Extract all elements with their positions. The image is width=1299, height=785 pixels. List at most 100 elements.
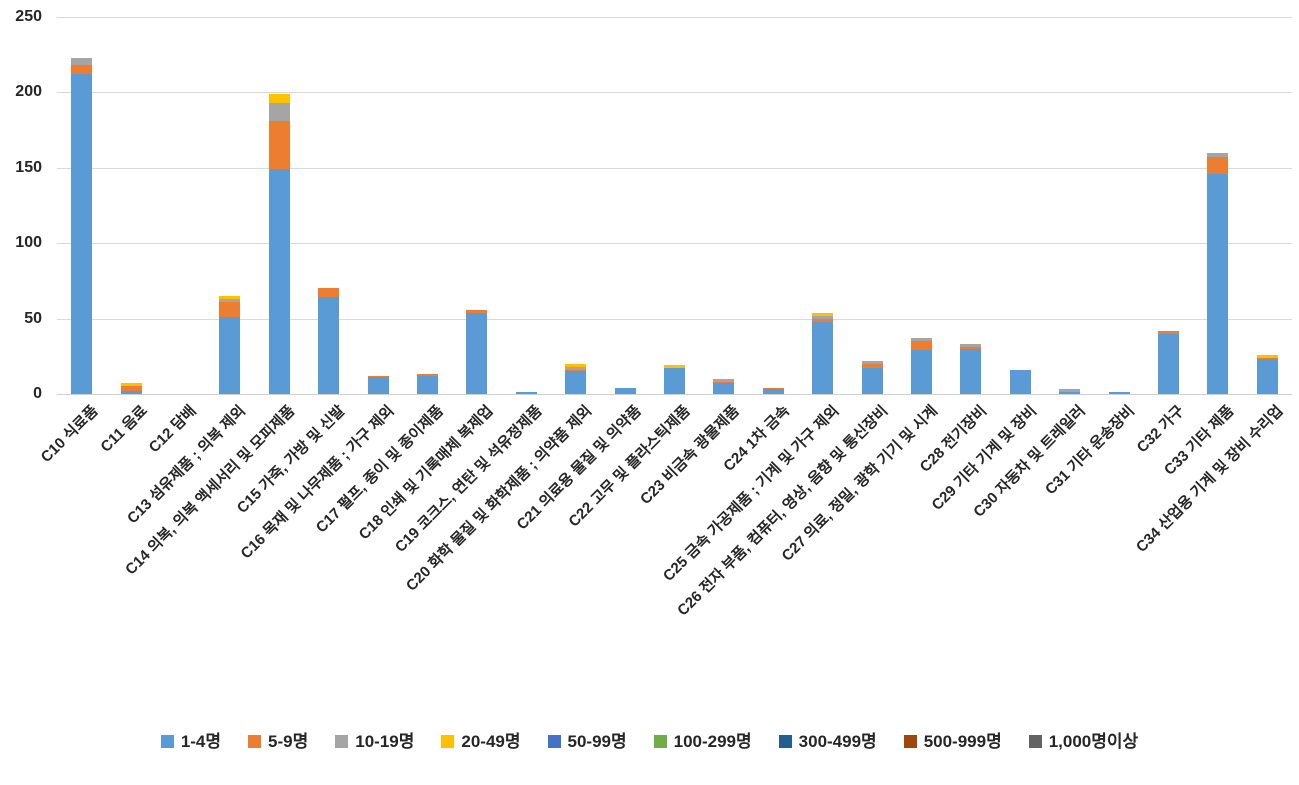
bar-segment [911, 350, 932, 394]
bar-segment [318, 297, 339, 394]
bar-segment [269, 169, 290, 394]
legend-item: 5-9명 [248, 733, 308, 750]
legend-label: 300-499명 [798, 732, 877, 751]
legend-item: 1,000명이상 [1028, 732, 1139, 751]
bar-segment [565, 366, 586, 370]
bar-segment [1257, 357, 1278, 360]
bar-segment [417, 374, 438, 376]
bar-segment [713, 383, 734, 394]
bar-segment [862, 363, 883, 369]
bar-segment [911, 338, 932, 342]
bar-segment [812, 318, 833, 322]
bar-segment [911, 341, 932, 351]
bar-segment [763, 387, 784, 390]
legend-label: 20-49명 [461, 732, 521, 751]
x-axis-line [57, 394, 1292, 395]
y-tick-label: 100 [15, 234, 42, 251]
bar-segment [1207, 157, 1228, 174]
x-axis-label: C20 화학 물질 및 화학제품 ; 의약품 제외 [402, 402, 596, 595]
legend-swatch-icon [248, 735, 262, 748]
bar-segment [1059, 392, 1080, 394]
bar-segment [219, 302, 240, 318]
bar-segment [565, 371, 586, 394]
bar-segment [960, 344, 981, 348]
bar-segment [812, 312, 833, 316]
legend-swatch-icon [547, 735, 561, 748]
gridline [57, 319, 1292, 320]
bar-segment [960, 348, 981, 394]
x-axis-label: C11 음료 [97, 402, 151, 456]
gridline [57, 92, 1292, 93]
bar-segment [1257, 359, 1278, 394]
bar-segment [1059, 389, 1080, 393]
x-axis-label: C10 식료품 [37, 402, 102, 466]
bar-segment [219, 298, 240, 302]
bar-segment [812, 321, 833, 394]
legend-item: 50-99명 [547, 733, 627, 750]
bar-segment [1257, 354, 1278, 358]
gridline [57, 17, 1292, 18]
bar-segment [713, 378, 734, 382]
legend-label: 100-299명 [673, 732, 752, 751]
x-axis-label: C25 금속 가공제품 ; 기계 및 가구 제외 [659, 402, 843, 585]
bar-segment [763, 389, 784, 394]
y-tick-label: 250 [15, 8, 42, 25]
gridline [57, 168, 1292, 169]
bar-segment [121, 383, 142, 387]
legend-swatch-icon [160, 735, 174, 748]
bar-segment [121, 386, 142, 391]
legend-label: 5-9명 [268, 732, 309, 751]
bar-segment [1010, 369, 1031, 394]
legend-swatch-icon [335, 735, 349, 748]
legend-swatch-icon [903, 735, 917, 748]
legend-swatch-icon [1028, 735, 1042, 748]
bar-segment [713, 381, 734, 384]
bar-segment [516, 392, 537, 394]
gridline [57, 243, 1292, 244]
bar-segment [664, 368, 685, 394]
legend-item: 300-499명 [778, 732, 877, 751]
bar-segment [1207, 173, 1228, 394]
legend-swatch-icon [441, 735, 455, 748]
legend-label: 1-4명 [180, 732, 222, 751]
bar-segment [862, 368, 883, 394]
bar-segment [466, 312, 487, 394]
bar-segment [269, 93, 290, 103]
bar-segment [71, 65, 92, 75]
y-tick-label: 50 [24, 310, 42, 327]
bar-segment [219, 317, 240, 394]
legend: 1-4명 5-9명 10-19명 20-49명 50-99명 100-299명 300-49… [0, 733, 1299, 750]
legend-label: 10-19명 [355, 732, 415, 751]
legend-label: 1,000명이상 [1048, 732, 1139, 751]
bar-segment [368, 377, 389, 394]
bar-segment [71, 57, 92, 66]
bar-segment [664, 365, 685, 369]
bar-segment [71, 74, 92, 394]
bar-segment [862, 360, 883, 364]
bar-segment [417, 375, 438, 394]
y-tick-label: 0 [33, 385, 42, 402]
legend-label: 500-999명 [923, 732, 1002, 751]
bar-segment [565, 369, 586, 372]
legend-swatch-icon [778, 735, 792, 748]
x-axis-label: C31 기타 운송장비 [1042, 402, 1139, 499]
bar-segment [1158, 333, 1179, 394]
y-tick-label: 200 [15, 83, 42, 100]
y-tick-label: 150 [15, 159, 42, 176]
bar-segment [565, 363, 586, 367]
bar-segment [812, 315, 833, 319]
bar-segment [615, 387, 636, 394]
legend-item: 500-999명 [903, 732, 1002, 751]
bar-segment [1109, 392, 1130, 394]
bar-segment [318, 288, 339, 298]
bar-segment [121, 390, 142, 394]
bar-segment [960, 347, 981, 349]
bar-segment [1207, 152, 1228, 158]
bar-segment [466, 309, 487, 313]
bar-segment [269, 102, 290, 122]
legend-item: 1-4명 [160, 732, 222, 751]
legend-item: 20-49명 [441, 732, 521, 751]
bar-segment [219, 295, 240, 299]
bar-segment [368, 375, 389, 378]
